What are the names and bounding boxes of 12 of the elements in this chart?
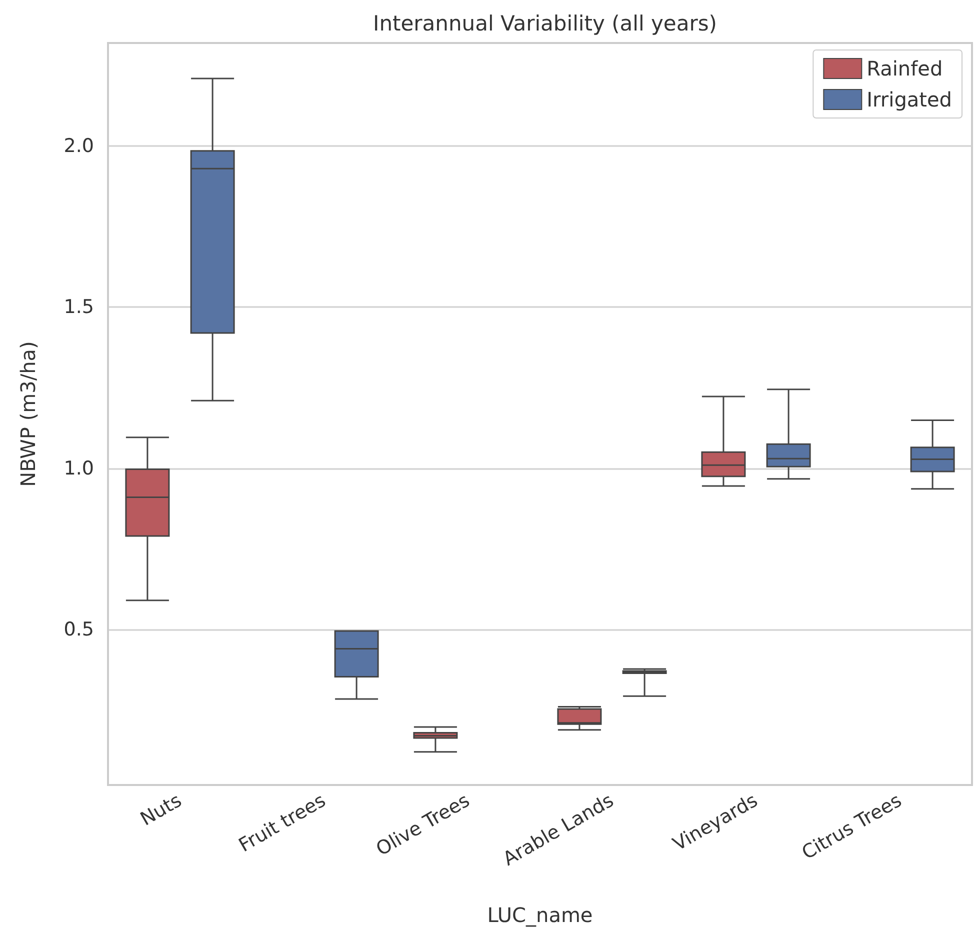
legend-label: Irrigated — [866, 88, 952, 112]
legend-label: Rainfed — [866, 56, 943, 80]
y-tick-label: 1.0 — [64, 457, 94, 480]
y-tick-label: 2.0 — [64, 135, 94, 158]
chart-title: Interannual Variability (all years) — [373, 12, 717, 36]
x-axis-title: LUC_name — [487, 903, 593, 927]
x-tick-label: Olive Trees — [372, 789, 474, 860]
x-tick-label: Fruit trees — [235, 789, 330, 857]
y-tick-label: 0.5 — [64, 618, 94, 640]
y-tick-label: 1.5 — [64, 296, 94, 318]
x-tick-label: Nuts — [136, 789, 186, 830]
y-axis-title: NBWP (m3/ha) — [16, 341, 40, 487]
